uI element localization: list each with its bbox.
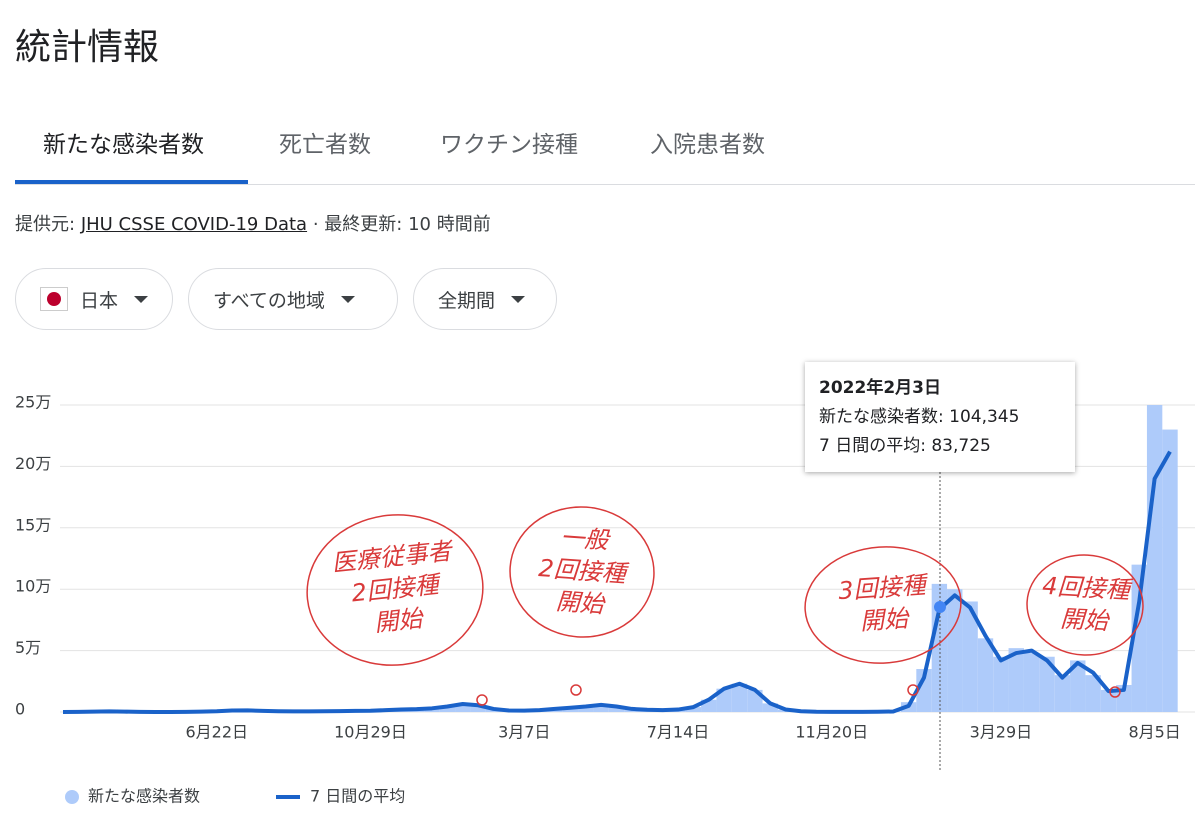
source-link[interactable]: JHU CSSE COVID-19 Data: [80, 214, 308, 235]
bar: [993, 656, 1009, 712]
page-title: 統計情報: [15, 27, 160, 68]
annotation-marker: [570, 684, 582, 696]
annotation-circle: [804, 546, 962, 664]
annotation-text: 開始: [1060, 605, 1111, 636]
x-tick-label: 7月14日: [647, 723, 710, 742]
bar: [1054, 675, 1071, 712]
bar: [716, 688, 732, 712]
source-label: 提供元:: [15, 214, 76, 235]
x-tick-label: 3月29日: [970, 723, 1033, 742]
hover-dot: [934, 601, 946, 613]
bar: [562, 707, 579, 712]
filter-button[interactable]: 日本: [15, 268, 173, 330]
tooltip-title: 2022年2月3日: [819, 378, 941, 398]
annotation-text: 一般: [559, 523, 612, 554]
bar: [593, 704, 609, 712]
x-tick-label: 11月20日: [795, 723, 868, 742]
y-tick-label: 20万: [15, 454, 51, 473]
annotation-marker: [476, 694, 488, 706]
annotation-text: 2回接種: [538, 554, 631, 588]
annotation-text: 開始: [859, 604, 911, 635]
annotation-circle: [509, 506, 655, 638]
tab[interactable]: 入院患者数: [650, 132, 765, 158]
annotation-text: 3回接種: [837, 571, 930, 605]
y-tick-label: 0: [15, 700, 25, 719]
bar: [1039, 656, 1055, 712]
tooltip-line: 新たな感染者数: 104,345: [819, 407, 1020, 427]
bar: [931, 583, 948, 712]
x-tick-label: 8月5日: [1128, 723, 1180, 742]
annotation-text: 4回接種: [1042, 572, 1135, 605]
tab-indicator: [15, 180, 248, 184]
bar: [947, 589, 963, 712]
tab[interactable]: ワクチン接種: [440, 132, 578, 158]
bar: [1100, 689, 1117, 712]
y-tick-label: 5万: [15, 638, 41, 657]
annotation-text: 2回接種: [350, 570, 444, 607]
x-tick-label: 3月7日: [498, 723, 550, 742]
filter-label: すべての地域: [213, 289, 325, 312]
tooltip: 2022年2月3日新たな感染者数: 104,345 7 日間の平均: 83,725: [805, 362, 1075, 472]
bar: [1162, 429, 1178, 712]
bar: [439, 706, 456, 712]
bar: [762, 703, 778, 712]
annotation-text: 開始: [373, 604, 426, 637]
tab[interactable]: 新たな感染者数: [43, 132, 204, 158]
bar: [1085, 675, 1101, 712]
tab[interactable]: 死亡者数: [279, 132, 371, 158]
annotation-text: 開始: [555, 587, 607, 618]
bar: [685, 707, 702, 712]
tooltip-line: 7 日間の平均: 83,725: [819, 436, 991, 456]
source-line: 提供元: JHU CSSE COVID-19 Data · 最終更新: 10 時…: [15, 210, 491, 236]
legend-label: 7 日間の平均: [310, 787, 405, 806]
bar: [1008, 648, 1024, 712]
annotation-marker: [1109, 686, 1121, 698]
legend-swatch: [65, 790, 79, 804]
bar: [608, 706, 625, 712]
divider: [15, 184, 1195, 185]
annotation-marker: [907, 684, 919, 696]
filter-button[interactable]: すべての地域: [188, 268, 398, 330]
flag: [40, 287, 68, 311]
legend-label: 新たな感染者数: [88, 787, 200, 806]
bar: [1070, 660, 1086, 712]
line: [62, 450, 1172, 714]
bar: [977, 638, 994, 712]
bar: [455, 704, 471, 712]
bar: [916, 669, 932, 712]
filter-label: 日本: [80, 289, 119, 312]
bar: [962, 601, 978, 712]
y-tick-label: 25万: [15, 393, 51, 412]
bar: [1023, 653, 1040, 712]
x-tick-label: 10月29日: [334, 723, 407, 742]
bar: [470, 705, 486, 712]
bar: [578, 706, 594, 712]
bar: [1146, 405, 1163, 712]
y-tick-label: 15万: [15, 515, 51, 534]
filter-label: 全期間: [438, 289, 496, 312]
annotation-circle: [1026, 554, 1144, 656]
annotation-circle: [306, 514, 484, 666]
y-tick-label: 10万: [15, 577, 51, 596]
bar: [731, 683, 748, 712]
x-tick-label: 6月22日: [185, 723, 248, 742]
filter-button[interactable]: 全期間: [413, 268, 557, 330]
separator: ·: [312, 214, 319, 235]
updated: 最終更新: 10 時間前: [324, 214, 491, 235]
